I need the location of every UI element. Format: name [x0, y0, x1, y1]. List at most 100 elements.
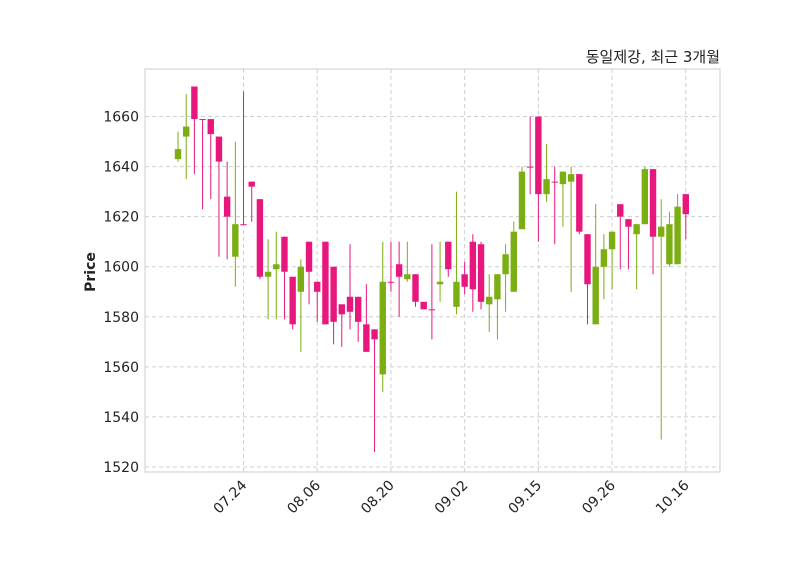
candle-body [641, 169, 649, 225]
candle [371, 329, 378, 452]
grid [145, 69, 720, 472]
candle [264, 239, 272, 320]
candle [305, 241, 313, 305]
candle-body [526, 166, 534, 168]
candle-body [354, 296, 362, 322]
candle-body [502, 254, 509, 275]
y-axis: 1520 1540 1560 1580 1600 1620 1640 1660 [103, 110, 139, 476]
candle [576, 174, 583, 235]
candle [608, 231, 616, 290]
candle [633, 224, 640, 290]
candle-body [314, 281, 321, 292]
chart-title: 동일제강, 최근 3개월 [586, 48, 720, 66]
y-tick-label: 1660 [103, 110, 139, 126]
candle-body [453, 281, 460, 307]
candle [215, 136, 223, 257]
candle [199, 119, 206, 210]
candle-body [223, 196, 231, 217]
candle-body [649, 169, 657, 237]
candle [354, 296, 362, 342]
candle [395, 241, 403, 317]
candle [674, 194, 681, 265]
candle [510, 221, 517, 292]
y-tick-label: 1580 [103, 310, 139, 326]
candle [379, 241, 386, 392]
candle-body [576, 174, 583, 232]
y-tick-label: 1520 [103, 460, 139, 476]
candle-body [281, 236, 288, 272]
candle-body [330, 266, 337, 322]
candle-body [404, 274, 411, 280]
candle-body [191, 86, 198, 120]
candle [322, 241, 329, 325]
candle [641, 166, 649, 225]
candle [420, 301, 427, 310]
candle [363, 284, 370, 352]
candle [518, 166, 526, 230]
candle-body [248, 181, 255, 187]
plot-frame [144, 68, 721, 473]
x-tick-label: 09.15 [506, 478, 546, 518]
x-tick-label: 09.26 [579, 477, 619, 517]
candle [346, 244, 354, 330]
candle [682, 194, 689, 240]
candle-body [240, 224, 247, 226]
y-axis-label: Price [83, 252, 99, 292]
candle-body [486, 296, 493, 305]
candle-body [264, 271, 272, 277]
candle-body [273, 264, 280, 270]
candle-body [445, 241, 452, 270]
candle-body [289, 276, 296, 325]
candle-body [174, 149, 182, 160]
candle-body [363, 324, 370, 352]
candle [412, 274, 419, 307]
candle-body [379, 281, 386, 375]
candle-body [215, 136, 223, 162]
candle-body [428, 309, 436, 311]
candle [338, 304, 345, 347]
candle-body [371, 329, 378, 340]
candle-body [477, 244, 485, 302]
candle-body [617, 204, 624, 217]
candle-body [346, 296, 354, 312]
candle-body [535, 116, 542, 195]
candle [289, 276, 296, 330]
candle-body [674, 206, 681, 265]
candle [182, 94, 190, 180]
candle-body [666, 224, 673, 265]
candle [453, 191, 460, 315]
candles [174, 86, 689, 452]
candle-body [297, 266, 305, 292]
candle [330, 266, 337, 345]
candle [387, 241, 395, 292]
candle-body [543, 179, 550, 195]
candle [535, 116, 542, 242]
candle-body [551, 181, 558, 183]
candle-body [494, 274, 501, 300]
y-tick-label: 1600 [103, 260, 139, 276]
candle [666, 211, 673, 267]
candle [297, 259, 305, 352]
candle [256, 199, 264, 280]
candle [240, 91, 247, 226]
candle [486, 274, 493, 332]
candle [445, 241, 452, 277]
candle-body [600, 249, 608, 267]
candle [207, 119, 214, 200]
y-tick-label: 1540 [103, 410, 139, 426]
candle [174, 131, 182, 162]
candle-body [395, 264, 403, 277]
candle-body [387, 281, 395, 283]
candle [592, 204, 599, 325]
candle [649, 169, 657, 275]
candle-body [469, 241, 477, 290]
x-tick-label: 08.06 [284, 477, 324, 517]
candle-body [305, 241, 313, 272]
candle [551, 166, 558, 245]
candle-body [461, 274, 468, 287]
x-tick-label: 07.24 [211, 477, 251, 517]
candle [223, 161, 231, 260]
y-tick-label: 1560 [103, 360, 139, 376]
candle [477, 241, 485, 310]
